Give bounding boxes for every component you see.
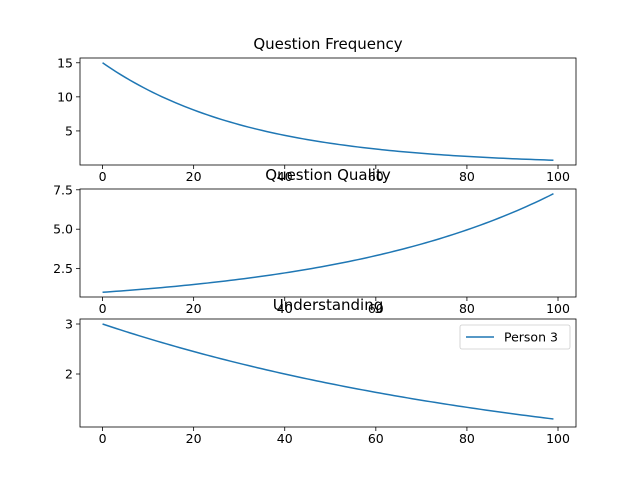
y-tick-label: 7.5	[53, 182, 73, 197]
x-tick-label: 60	[368, 431, 384, 446]
legend-label: Person 3	[504, 330, 558, 345]
subplot-title: Understanding	[273, 296, 384, 314]
legend-box	[459, 324, 571, 350]
x-tick-label: 40	[277, 301, 293, 316]
series-line-1	[102, 193, 554, 294]
subplot-2: 0 20 40 60 80 100 2.5 5.0 7.5 Question Quality	[53, 166, 577, 316]
x-tick-label: 20	[186, 431, 202, 446]
axes-frame	[79, 318, 577, 428]
series-line-1	[102, 62, 554, 161]
x-tick-label: 60	[368, 169, 384, 184]
x-tick-label: 60	[368, 301, 384, 316]
x-tick-label: 0	[99, 169, 107, 184]
x-tick-label: 80	[459, 431, 475, 446]
x-tick-label: 0	[99, 431, 107, 446]
x-tick-label: 20	[186, 169, 202, 184]
legend: Person 3	[459, 324, 571, 350]
y-tick-label: 2	[65, 367, 73, 382]
x-tick-label: 80	[459, 301, 475, 316]
subplot-3: 0 20 40 60 80 100 2 3 Understanding Person 3	[65, 296, 577, 446]
x-tick-label: 80	[459, 169, 475, 184]
axes-frame	[79, 57, 577, 166]
series-line-1	[102, 323, 554, 420]
axes-frame	[79, 188, 577, 298]
x-tick-label: 20	[186, 301, 202, 316]
y-tick-label: 5	[65, 123, 73, 138]
x-tick-label: 40	[277, 431, 293, 446]
x-tick-label: 100	[546, 431, 570, 446]
y-tick-label: 5.0	[53, 222, 73, 237]
subplot-title: Question Frequency	[253, 35, 402, 53]
y-tick-label: 10	[57, 89, 73, 104]
x-tick-label: 40	[277, 169, 293, 184]
y-tick-label: 3	[65, 317, 73, 332]
subplot-title: Question Quality	[265, 166, 391, 184]
y-tick-label: 15	[57, 55, 73, 70]
x-tick-label: 100	[546, 169, 570, 184]
subplot-1: 0 20 40 60 80 100 5 10 15 Question Frequency	[57, 35, 577, 184]
x-tick-label: 0	[99, 301, 107, 316]
y-tick-label: 2.5	[53, 261, 73, 276]
x-tick-label: 100	[546, 301, 570, 316]
